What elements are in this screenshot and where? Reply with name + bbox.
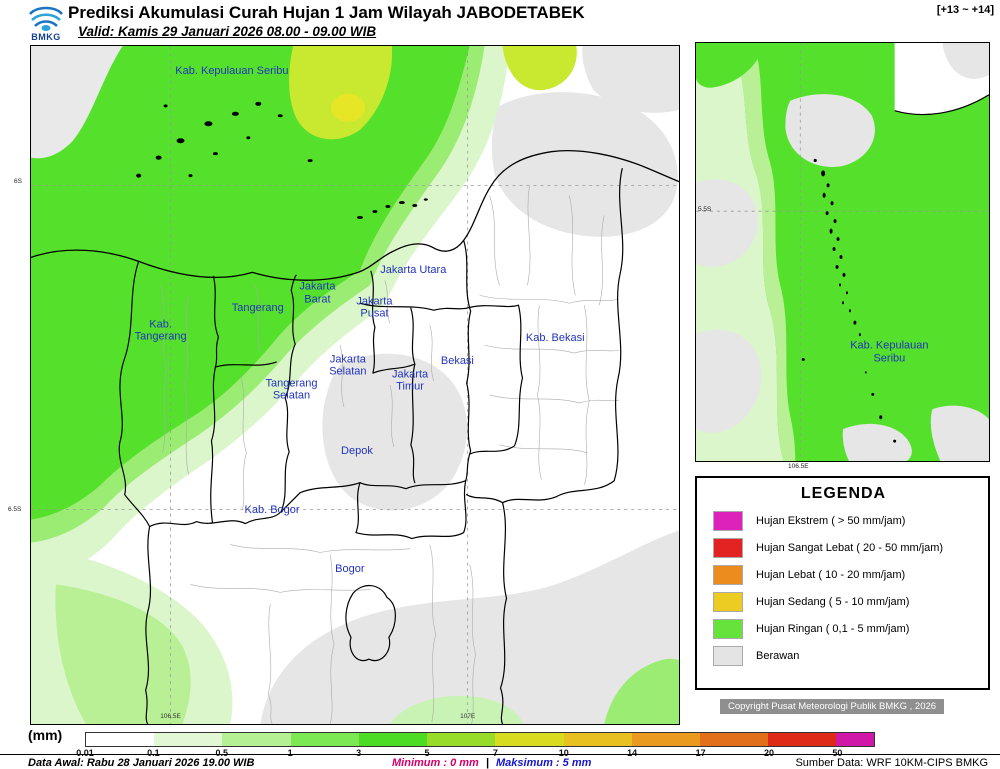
inset-map-labels: Kab. Kepulauan Seribu (696, 43, 989, 461)
main-map-svg: 106.5E 107E (31, 46, 679, 724)
region-label: Depok (341, 445, 373, 458)
page-title: Prediksi Akumulasi Curah Hujan 1 Jam Wil… (68, 3, 585, 22)
region-label: Jakarta Timur (392, 368, 429, 393)
colorbar-segment (358, 733, 428, 746)
maksimum-value: 5 mm (562, 757, 592, 769)
colorbar-tick-label: 20 (763, 748, 774, 758)
copyright-badge: Copyright Pusat Meteorologi Publik BMKG … (720, 699, 945, 714)
legend-label: Hujan Ringan ( 0,1 - 5 mm/jam) (756, 623, 910, 635)
legend-row: Hujan Ekstrem ( > 50 mm/jam) (713, 511, 974, 531)
region-label: Kab. Kepulauan Seribu (175, 64, 289, 77)
lon-tick-107e-main: 107E (460, 713, 476, 720)
colorbar-ticks: 0.01 0.1 0.5 1 3 5 7 10 14 17 20 50 (76, 747, 875, 759)
legend-swatch (713, 511, 743, 531)
colorbar-segment (563, 733, 632, 746)
lat-tick-6s: 6S (14, 178, 22, 185)
legend-label: Hujan Ekstrem ( > 50 mm/jam) (756, 515, 906, 527)
colorbar-tick-label: 5 (424, 748, 430, 758)
colorbar-segment (836, 733, 874, 746)
footer-divider (0, 754, 1000, 755)
colorbar-segment (154, 733, 223, 746)
legend-title: LEGENDA (800, 485, 887, 502)
maksimum-label: Maksimum : (496, 757, 560, 769)
main-map: 106.5E 107E Kab. Kepulauan Seribu Jakarta… (30, 45, 680, 725)
region-label: Jakarta Pusat (356, 295, 393, 320)
legend-swatch (713, 592, 743, 612)
forecast-hour-range: [+13 ~ +14] (936, 4, 994, 16)
legend-swatch (713, 565, 743, 585)
legend-row: Hujan Sedang ( 5 - 10 mm/jam) (713, 592, 974, 612)
colorbar-segment (495, 733, 564, 746)
colorbar-unit-label: (mm) (28, 727, 63, 743)
region-label: Tangerang Selatan (265, 377, 318, 402)
bmkg-logo-mark (29, 6, 63, 31)
region-label: Tangerang (231, 302, 284, 315)
legend-swatch (713, 538, 743, 558)
colorbar-segment (768, 733, 837, 746)
region-label: Jakarta Barat (299, 281, 336, 306)
minimum-value: 0 mm (450, 757, 479, 769)
legend-label: Hujan Sangat Lebat ( 20 - 50 mm/jam) (756, 542, 944, 554)
legend-swatch (713, 646, 743, 666)
inset-map-kepulauan-seribu: Kab. Kepulauan Seribu (695, 42, 990, 462)
legend-row: Hujan Ringan ( 0,1 - 5 mm/jam) (713, 619, 974, 639)
legend-label: Berawan (756, 650, 800, 662)
colorbar-segment (290, 733, 359, 746)
bmkg-logo: BMKG (26, 2, 66, 44)
legend-row: Berawan (713, 646, 974, 666)
region-label: Kab. Tangerang (134, 318, 187, 343)
lon-tick-106-5e-main: 106.5E (160, 713, 181, 720)
footer-sumber-data: Sumber Data: WRF 10KM-CIPS BMKG (795, 757, 988, 769)
colorbar-tick-label: 0.01 (76, 748, 94, 758)
region-label: Kab. Bogor (244, 503, 300, 516)
legend-rows: Hujan Ekstrem ( > 50 mm/jam) Hujan Sangat… (713, 511, 974, 666)
minmax-separator: | (485, 757, 489, 769)
region-label: Bogor (335, 563, 365, 576)
colorbar-segment (631, 733, 700, 746)
legend-label: Hujan Lebat ( 10 - 20 mm/jam) (756, 569, 906, 581)
colorbar-segment (427, 733, 496, 746)
lon-tick-106-5e-inset: 106.5E (788, 463, 809, 470)
region-label: Jakarta Utara (380, 263, 447, 276)
minimum-label: Minimum : (392, 757, 447, 769)
valid-time-label: Valid: Kamis 29 Januari 2026 08.00 - 09.… (78, 24, 377, 39)
region-label: Kab. Kepulauan Seribu (850, 340, 929, 365)
main-map-labels: Kab. Kepulauan Seribu Jakarta Utara Jakart… (31, 46, 679, 724)
colorbar-tick-label: 0.5 (215, 748, 229, 758)
colorbar-tick-label: 1 (287, 748, 293, 758)
colorbar-tick-label: 10 (558, 748, 569, 758)
region-label: Jakarta Selatan (329, 353, 367, 379)
colorbar-tick-label: 3 (356, 748, 362, 758)
legend-row: Hujan Sangat Lebat ( 20 - 50 mm/jam) (713, 538, 974, 558)
footer-minmax: Minimum : 0 mm | Maksimum : 5 mm (392, 757, 591, 769)
colorbar-segment (699, 733, 769, 746)
colorbar-tick-label: 7 (492, 748, 498, 758)
colorbar-tick-label: 0.1 (147, 748, 160, 758)
colorbar-segment (86, 733, 155, 746)
colorbar-tick-label: 14 (627, 748, 638, 758)
colorbar-segment (222, 733, 291, 746)
colorbar-tick-label: 17 (695, 748, 706, 758)
legend-row: Hujan Lebat ( 10 - 20 mm/jam) (713, 565, 974, 585)
lat-tick-6-5s: 6.5S (8, 506, 22, 513)
footer-data-awal: Data Awal: Rabu 28 Januari 2026 19.00 WI… (28, 757, 255, 769)
legend-label: Hujan Sedang ( 5 - 10 mm/jam) (756, 596, 910, 608)
colorbar (85, 732, 875, 747)
lat-tick-5-5s: 5.5S (698, 206, 712, 213)
legend-panel: LEGENDA Hujan Ekstrem ( > 50 mm/jam) Huja… (695, 476, 990, 690)
bmkg-logo-text: BMKG (31, 32, 61, 42)
inset-map-svg (696, 43, 989, 461)
region-label: Kab. Bekasi (525, 332, 585, 345)
colorbar-tick-label: 50 (832, 748, 843, 758)
legend-swatch (713, 619, 743, 639)
region-label: Bekasi (440, 355, 474, 368)
